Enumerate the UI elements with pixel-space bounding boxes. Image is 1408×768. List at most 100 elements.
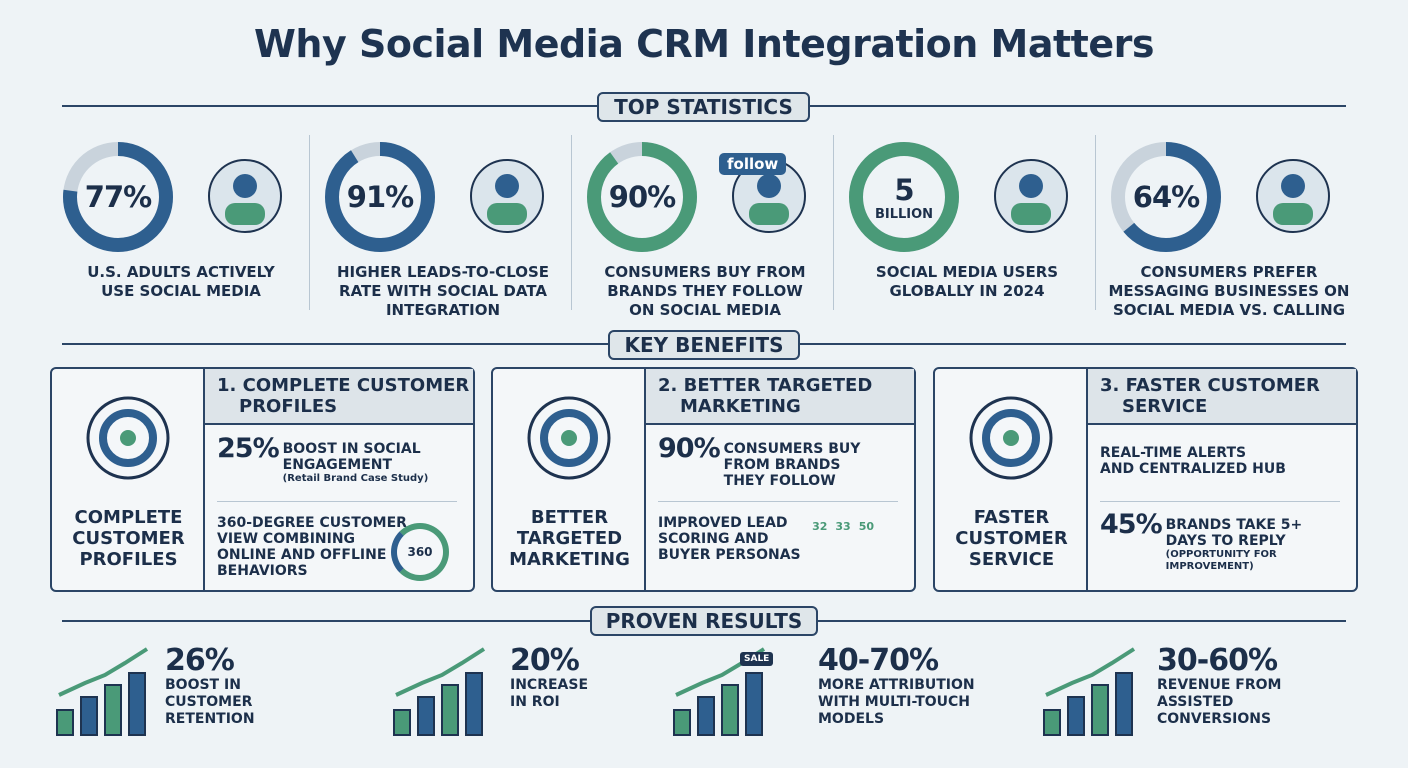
stat-label-line: U.S. ADULTS ACTIVELY: [87, 263, 275, 281]
text-line: VIEW COMBINING: [217, 531, 356, 547]
text-line: BUYER PERSONAS: [658, 547, 801, 563]
result-value: 30-60%: [1157, 643, 1278, 678]
stat-card: 90% follow CONSUMERS BUY FROM BRANDS THEY …: [574, 135, 836, 325]
result-item: 30-60% REVENUE FROM ASSISTED CONVERSIONS: [1157, 645, 1281, 728]
text-line: REVENUE FROM: [1157, 677, 1282, 693]
result-value: 26%: [165, 643, 235, 678]
text-line: BETTER: [530, 507, 609, 528]
donut-fill: [849, 142, 959, 252]
text-line: CONVERSIONS: [1157, 711, 1272, 727]
result-value: 40-70%: [818, 643, 939, 678]
text-line: AND CENTRALIZED HUB: [1100, 461, 1286, 477]
text-line: ONLINE AND OFFLINE: [217, 547, 387, 563]
text-line: SERVICE: [968, 549, 1055, 570]
result-value: 20%: [510, 643, 580, 678]
text-line: MARKETING: [509, 549, 630, 570]
result-chart-icon: [673, 647, 766, 736]
donut-fill: [587, 142, 697, 252]
follow-button-graphic: follow: [719, 153, 787, 175]
benefit-stat: 45%: [1100, 509, 1163, 540]
text-line: 360-DEGREE CUSTOMER: [217, 515, 407, 531]
stat-label-line: INTEGRATION: [385, 301, 501, 319]
text-line: MODELS: [818, 711, 885, 727]
stat-label-line: SOCIAL MEDIA USERS: [875, 263, 1059, 281]
stat-label-line: HIGHER LEADS-TO-CLOSE: [336, 263, 550, 281]
benefit-heading: 1. COMPLETE CUSTOMER PROFILES: [205, 369, 473, 425]
text-line: ASSISTED: [1157, 694, 1234, 710]
text-line: BEHAVIORS: [217, 563, 308, 579]
divider: [309, 135, 310, 310]
benefit-card: FASTER CUSTOMER SERVICE 3. FASTER CUSTOMER S…: [933, 367, 1358, 592]
donut-fill: [1111, 142, 1221, 252]
stat-card: 5 BILLION SOCIAL MEDIA USERS GLOBALLY IN 2…: [836, 135, 1098, 325]
donut-chart: [849, 142, 959, 252]
persona-scores-icon: 32 33 50: [812, 520, 874, 533]
benefit-heading: 2. BETTER TARGETED MARKETING: [646, 369, 914, 425]
page-title: Why Social Media CRM Integration Matters: [254, 22, 1154, 66]
donut-chart: [325, 142, 435, 252]
stat-unit: BILLION: [874, 206, 934, 222]
text-line: THEY FOLLOW: [723, 473, 836, 489]
stat-label-line: SOCIAL MEDIA VS. CALLING: [1112, 301, 1346, 319]
benefit-icon: [527, 396, 611, 480]
stat-value: 90%: [608, 180, 676, 214]
divider: [833, 135, 834, 310]
stat-value: 77%: [84, 180, 152, 214]
funnel-check-icon: [470, 159, 544, 233]
chat-no-phone-icon: [1256, 159, 1330, 233]
text-line: INCREASE: [510, 677, 589, 693]
note: (OPPORTUNITY FOR IMPROVEMENT): [1165, 549, 1277, 572]
stat-label-line: CONSUMERS BUY FROM: [604, 263, 806, 281]
donut-chart: [587, 142, 697, 252]
text-line: CUSTOMER: [72, 528, 185, 549]
result-chart-icon: [393, 647, 486, 736]
text-line: CUSTOMER: [165, 694, 253, 710]
text-line: BOOST IN: [165, 677, 241, 693]
text-line: SCORING AND: [658, 531, 769, 547]
stat-label-line: ON SOCIAL MEDIA: [629, 301, 781, 319]
text-line: ENGAGEMENT: [282, 457, 393, 473]
result-item: 26% BOOST IN CUSTOMER RETENTION: [165, 645, 255, 728]
stat-label-line: USE SOCIAL MEDIA: [101, 282, 261, 300]
text-line: REAL-TIME ALERTS: [1100, 445, 1247, 461]
text-line: WITH MULTI-TOUCH: [818, 694, 971, 710]
globe-network-icon: [994, 159, 1068, 233]
benefit-heading: 3. FASTER CUSTOMER SERVICE: [1088, 369, 1356, 425]
social-cloud-people-icon: [208, 159, 282, 233]
text-line: DAYS TO REPLY: [1165, 533, 1286, 549]
stat-label-line: CONSUMERS PREFER: [1140, 263, 1318, 281]
donut-chart: [1111, 142, 1221, 252]
divider: [658, 501, 898, 502]
stat-card: 91% HIGHER LEADS-TO-CLOSE RATE WITH SOCIA…: [312, 135, 574, 325]
section-proven-results: PROVEN RESULTS: [590, 606, 818, 636]
benefit-card: BETTER TARGETED MARKETING 2. BETTER TARGETE…: [491, 367, 916, 592]
text-line: TARGETED: [516, 528, 623, 549]
donut-chart: [63, 142, 173, 252]
stat-label-line: MESSAGING BUSINESSES ON: [1108, 282, 1350, 300]
text-line: RETENTION: [165, 711, 255, 727]
text-line: MORE ATTRIBUTION: [818, 677, 975, 693]
divider: [1095, 135, 1096, 310]
divider: [571, 135, 572, 310]
result-item: 20% INCREASE IN ROI: [510, 645, 588, 711]
benefit-stat: 90%: [658, 433, 721, 464]
sale-tag-icon: SALE: [740, 652, 774, 666]
benefit-icon: [969, 396, 1053, 480]
text-line: IN ROI: [510, 694, 560, 710]
text-line: BRANDS TAKE 5+: [1165, 517, 1303, 533]
divider: [217, 501, 457, 502]
text-line: FROM BRANDS: [723, 457, 841, 473]
stat-value: 91%: [346, 180, 414, 214]
stat-value: 5: [894, 172, 914, 207]
stat-value: 64%: [1132, 180, 1200, 214]
stat-card: 64% CONSUMERS PREFER MESSAGING BUSINESSES…: [1098, 135, 1360, 325]
stat-label-line: RATE WITH SOCIAL DATA: [339, 282, 547, 300]
section-top-statistics: TOP STATISTICS: [597, 92, 810, 122]
result-chart-icon: [1043, 647, 1136, 736]
text-line: BOOST IN SOCIAL: [282, 441, 421, 457]
result-item: 40-70% MORE ATTRIBUTION WITH MULTI-TOUCH MO…: [818, 645, 975, 728]
text-line: IMPROVED LEAD: [658, 515, 788, 531]
donut-fill: [63, 142, 173, 252]
result-chart-icon: [56, 647, 149, 736]
text-line: FASTER: [973, 507, 1050, 528]
